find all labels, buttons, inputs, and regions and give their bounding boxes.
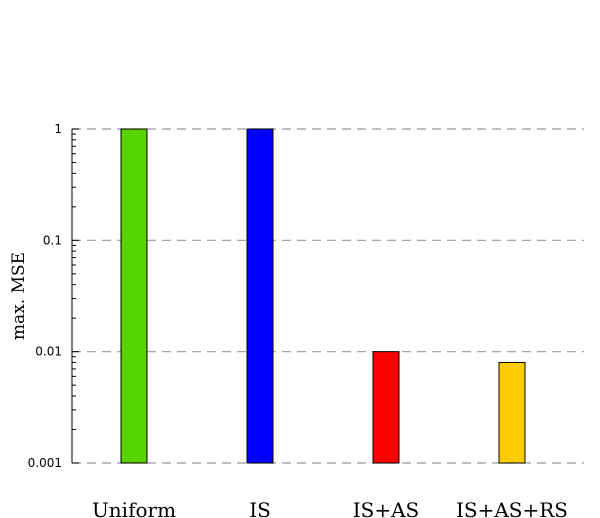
bars <box>120 128 526 464</box>
y-tick-label: 0.01 <box>35 345 62 359</box>
y-tick-label: 0.1 <box>43 233 62 247</box>
y-tick-label: 0.001 <box>28 456 62 470</box>
bar <box>498 361 526 464</box>
bar <box>246 128 274 464</box>
y-axis-label: max. MSE <box>9 252 29 340</box>
x-tick-label: IS <box>249 498 271 518</box>
bar <box>120 128 148 464</box>
tick-labels: 0.001 0.01 0.1 1 Uniform IS IS+AS IS+AS+RS <box>28 122 568 518</box>
x-tick-label: IS+AS <box>353 498 420 518</box>
bar <box>372 351 400 464</box>
y-axis <box>71 128 79 464</box>
y-tick-label: 1 <box>54 122 62 136</box>
x-tick-label: Uniform <box>92 498 176 518</box>
x-tick-label: IS+AS+RS <box>456 498 568 518</box>
